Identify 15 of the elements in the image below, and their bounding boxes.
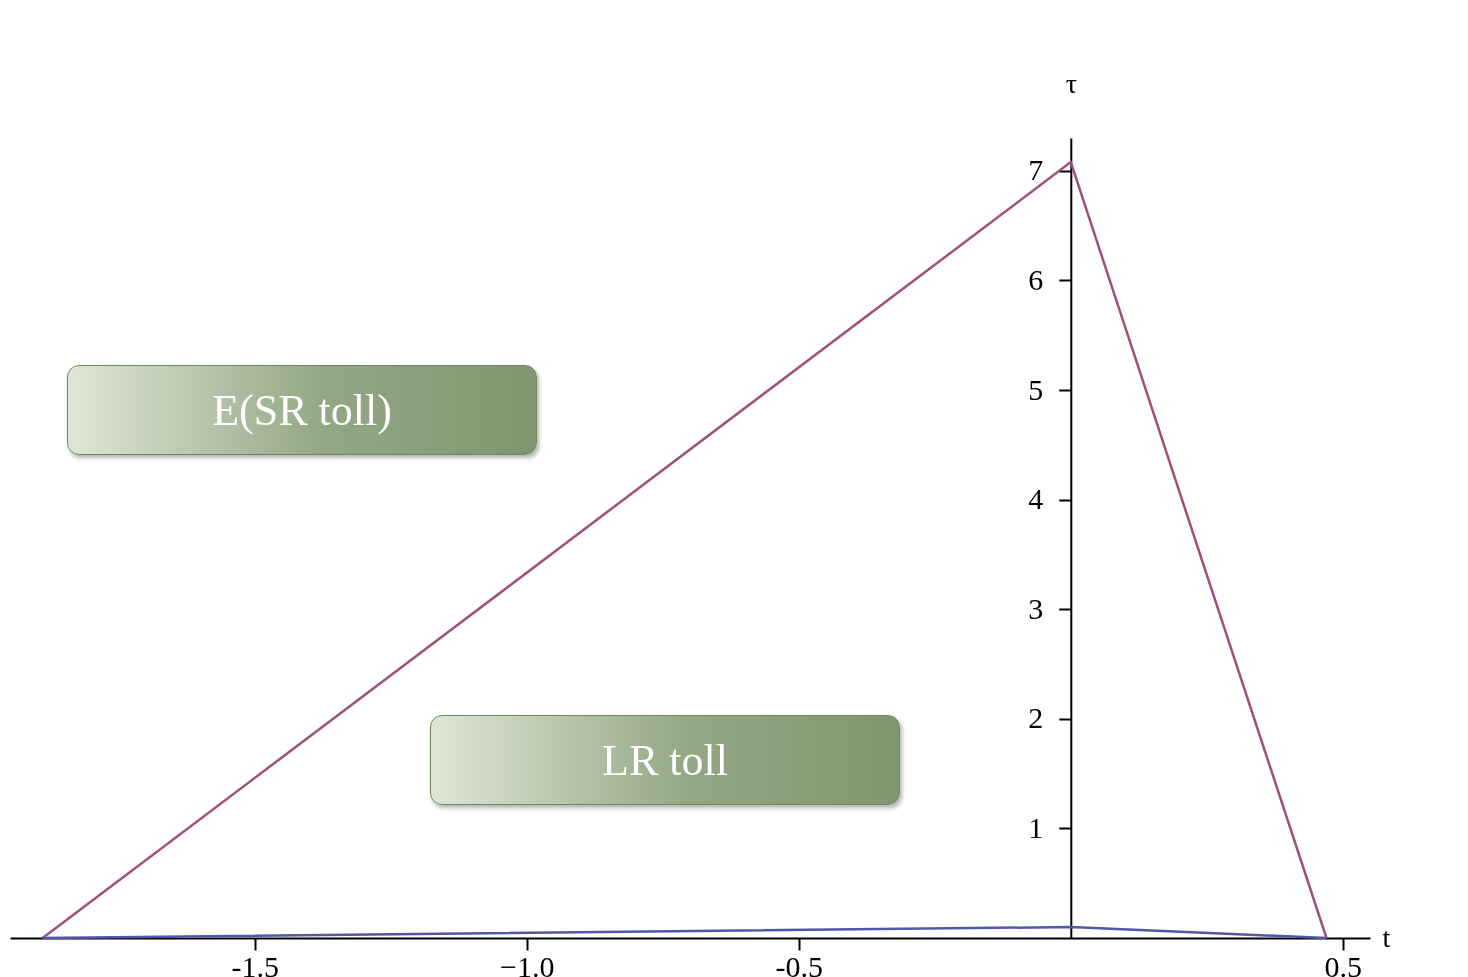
callout-box: E(SR toll): [67, 365, 537, 455]
x-tick-label: -1.5: [231, 949, 280, 977]
y-tick-label: 7: [1028, 153, 1044, 187]
x-tick-label: 0.5: [1324, 949, 1363, 977]
y-tick-label: 1: [1028, 810, 1044, 844]
x-tick-label: −1.0: [500, 949, 555, 977]
y-tick-label: 6: [1028, 262, 1044, 296]
x-tick-label: -0.5: [775, 949, 824, 977]
y-tick-label: 4: [1028, 482, 1044, 516]
callout-box: LR toll: [430, 715, 900, 805]
y-axis-title: τ: [1065, 67, 1077, 99]
x-axis-title: t: [1382, 921, 1391, 953]
y-tick-label: 2: [1028, 701, 1044, 735]
y-tick-label: 3: [1028, 591, 1044, 625]
y-tick-label: 5: [1028, 372, 1044, 406]
